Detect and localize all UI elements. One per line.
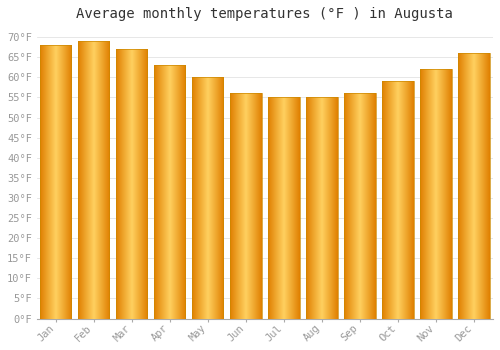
Bar [306, 97, 338, 318]
Bar [344, 93, 376, 318]
Bar [382, 81, 414, 318]
Bar [192, 77, 224, 318]
Bar [458, 53, 490, 318]
Bar [40, 45, 72, 318]
Bar [230, 93, 262, 318]
Bar [420, 69, 452, 318]
Bar [78, 41, 110, 318]
Bar [268, 97, 300, 318]
Title: Average monthly temperatures (°F ) in Augusta: Average monthly temperatures (°F ) in Au… [76, 7, 454, 21]
Bar [116, 49, 148, 318]
Bar [154, 65, 186, 318]
